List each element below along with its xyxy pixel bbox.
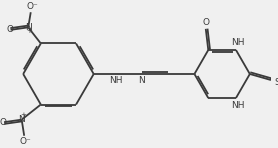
Text: N: N [25, 23, 32, 32]
Text: NH: NH [231, 100, 245, 110]
Text: O: O [0, 118, 7, 127]
Text: O: O [6, 25, 13, 34]
Text: +: + [26, 28, 33, 34]
Text: NH: NH [110, 76, 123, 85]
Text: N: N [18, 115, 25, 124]
Text: O⁻: O⁻ [26, 2, 38, 11]
Text: O: O [202, 18, 209, 27]
Text: N: N [138, 75, 145, 85]
Text: +: + [20, 112, 26, 118]
Text: O⁻: O⁻ [20, 137, 32, 146]
Text: S: S [274, 78, 278, 87]
Text: NH: NH [231, 38, 245, 48]
